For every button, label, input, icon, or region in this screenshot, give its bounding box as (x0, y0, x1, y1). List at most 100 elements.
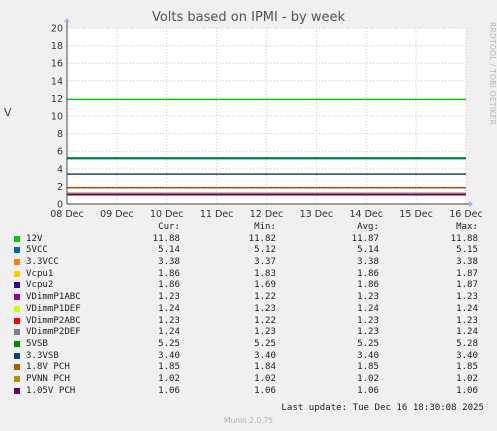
legend-cur-value: 1.23 (158, 315, 180, 326)
y-tick-label: 20 (51, 24, 63, 35)
legend-cur-value: 3.40 (158, 350, 180, 361)
legend-avg-value: 1.86 (357, 280, 379, 291)
legend-series-name: 1.8V PCH (26, 362, 70, 373)
legend-min-value: 1.83 (254, 268, 276, 279)
legend-max-value: 1.24 (456, 303, 478, 314)
x-tick-label: 11 Dec (200, 209, 234, 220)
legend-item: 12V 11.88 11.82 11.87 11.88 (12, 234, 487, 246)
legend-series-name: VDimmP1ABC (26, 292, 81, 303)
legend-avg-value: 1.86 (357, 268, 379, 279)
legend-cur-value: 5.14 (158, 245, 180, 256)
legend-series-name: Vcpu1 (26, 268, 54, 279)
legend-item: Vcpu1 1.86 1.83 1.86 1.87 (12, 269, 487, 281)
legend-swatch (14, 247, 20, 254)
legend: Cur: Min: Avg: Max: 12V 11.88 11.82 11.87 11… (12, 222, 487, 397)
legend-swatch (14, 294, 20, 301)
legend-series-name: 5VCC (26, 245, 48, 256)
legend-min-value: 1.23 (254, 327, 276, 338)
legend-series-name: 1.05V PCH (26, 385, 76, 396)
y-tick-label: 4 (57, 164, 63, 175)
y-tick-label: 8 (57, 129, 63, 140)
legend-avg-value: 1.02 (357, 373, 379, 384)
legend-series-name: PVNN PCH (26, 373, 70, 384)
legend-series-name: VDimmP1DEF (26, 303, 81, 314)
legend-min-value: 3.40 (254, 350, 276, 361)
legend-min-value: 11.82 (248, 233, 276, 244)
legend-cur-value: 1.24 (158, 327, 180, 338)
legend-avg-value: 1.23 (357, 315, 379, 326)
legend-avg-value: 1.06 (357, 385, 379, 396)
legend-max-value: 1.85 (456, 362, 478, 373)
legend-swatch (14, 329, 20, 336)
legend-series-name: VDimmP2DEF (26, 327, 81, 338)
x-tick-label: 15 Dec (399, 209, 433, 220)
legend-avg-value: 3.38 (357, 257, 379, 268)
y-tick-label: 14 (51, 76, 63, 87)
legend-avg-value: 11.87 (351, 233, 379, 244)
legend-swatch (14, 340, 20, 347)
legend-cur-value: 1.06 (158, 385, 180, 396)
x-tick-label: 16 Dec (449, 209, 483, 220)
legend-series-name: Vcpu2 (26, 280, 54, 291)
legend-cur-value: 5.25 (158, 338, 180, 349)
legend-min-value: 1.06 (254, 385, 276, 396)
legend-min-value: 3.37 (254, 257, 276, 268)
legend-avg-value: 1.23 (357, 327, 379, 338)
legend-max-value: 3.40 (456, 350, 478, 361)
y-tick-label: 0 (57, 200, 63, 211)
legend-header-avg: Avg: (357, 222, 379, 232)
chart-title: Volts based on IPMI - by week (151, 10, 346, 25)
legend-cur-value: 11.88 (152, 233, 180, 244)
legend-max-value: 1.23 (456, 292, 478, 303)
x-tick-label: 09 Dec (100, 209, 134, 220)
legend-min-value: 1.22 (254, 315, 276, 326)
legend-max-value: 5.28 (456, 338, 478, 349)
legend-swatch (14, 282, 20, 289)
legend-series-name: 5VSB (26, 338, 48, 349)
legend-min-value: 1.69 (254, 280, 276, 291)
x-tick-label: 12 Dec (250, 209, 284, 220)
legend-series-name: VDimmP2ABC (26, 315, 81, 326)
y-tick-label: 12 (51, 94, 63, 105)
legend-avg-value: 1.85 (357, 362, 379, 373)
y-axis-arrow (64, 18, 70, 22)
legend-swatch (14, 270, 20, 277)
legend-series-name: 12V (26, 233, 43, 244)
legend-avg-value: 3.40 (357, 350, 379, 361)
tick-labels: 0 2 4 6 8 10 12 14 16 18 20 08 Dec 09 Dec 10 Dec 11 De… (50, 24, 483, 221)
legend-max-value: 11.88 (450, 233, 478, 244)
legend-cur-value: 3.38 (158, 257, 180, 268)
axes (64, 18, 473, 207)
legend-item: VDimmP2DEF 1.24 1.23 1.23 1.24 (12, 327, 487, 339)
legend-max-value: 3.38 (456, 257, 478, 268)
y-tick-label: 2 (57, 182, 63, 193)
legend-swatch (14, 259, 20, 266)
legend-min-value: 1.22 (254, 292, 276, 303)
y-tick-label: 6 (57, 147, 63, 158)
legend-series-name: 3.3VCC (26, 257, 59, 268)
legend-item: VDimmP1DEF 1.24 1.23 1.24 1.24 (12, 304, 487, 316)
last-update: Last update: Tue Dec 16 18:30:08 2025 (281, 403, 484, 413)
x-tick-label: 10 Dec (150, 209, 184, 220)
legend-item: 3.3VSB 3.40 3.40 3.40 3.40 (12, 351, 487, 363)
legend-min-value: 5.12 (254, 245, 276, 256)
legend-max-value: 1.02 (456, 373, 478, 384)
chart-canvas: 0 2 4 6 8 10 12 14 16 18 20 08 Dec 09 Dec 10 Dec 11 De… (50, 18, 483, 221)
legend-swatch (14, 375, 20, 382)
munin-version: Munin 2.0.75 (223, 416, 274, 425)
legend-item: Vcpu2 1.86 1.69 1.86 1.87 (12, 280, 487, 292)
legend-cur-value: 1.23 (158, 292, 180, 303)
legend-item: 5VSB 5.25 5.25 5.25 5.28 (12, 339, 487, 351)
legend-header-cur: Cur: (158, 222, 180, 232)
legend-swatch (14, 352, 20, 359)
legend-min-value: 1.02 (254, 373, 276, 384)
legend-max-value: 1.23 (456, 315, 478, 326)
x-tick-label: 14 Dec (350, 209, 384, 220)
legend-swatch (14, 387, 20, 394)
y-tick-label: 18 (51, 41, 63, 52)
x-tick-label: 13 Dec (300, 209, 334, 220)
legend-avg-value: 5.25 (357, 338, 379, 349)
legend-series-name: 3.3VSB (26, 350, 59, 361)
legend-min-value: 1.84 (254, 362, 276, 373)
legend-swatch (14, 317, 20, 324)
